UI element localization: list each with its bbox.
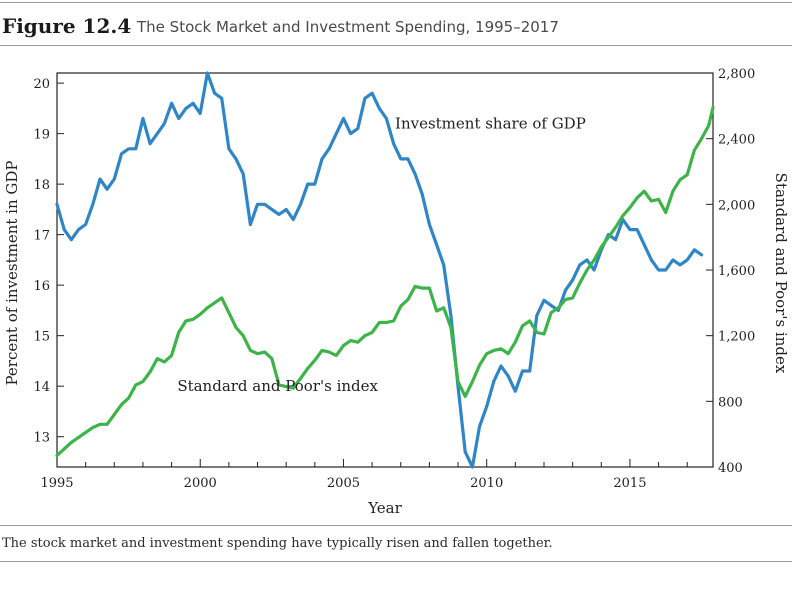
figure-number: Figure 12.4 xyxy=(2,14,132,38)
y-left-tick-label: 15 xyxy=(33,330,50,345)
series-layer: Investment share of GDP Standard and Poor… xyxy=(55,71,715,469)
x-tick-label: 2010 xyxy=(470,476,503,491)
y-axis-right-title: Standard and Poor's index xyxy=(772,173,790,374)
y-left-tick-label: 20 xyxy=(33,77,50,92)
y-axis-left-title: Percent of investment in GDP xyxy=(3,161,21,386)
plot-frame xyxy=(56,72,714,468)
y-right-tick-label: 1,600 xyxy=(718,264,755,279)
y-right-tick-label: 2,800 xyxy=(718,67,755,82)
y-left-tick-label: 13 xyxy=(33,431,50,446)
y-right-tick-label: 800 xyxy=(718,395,743,410)
figure-caption: The stock market and investment spending… xyxy=(2,536,553,551)
top-rule xyxy=(0,2,792,3)
x-tick-label: 2005 xyxy=(327,476,360,491)
y-left-tick-label: 18 xyxy=(33,178,50,193)
plot-border xyxy=(56,72,714,468)
chart: Investment share of GDP Standard and Poor… xyxy=(3,67,790,517)
series-label-investment-share: Investment share of GDP xyxy=(395,115,586,133)
x-tick-label: 2000 xyxy=(184,476,217,491)
ticks-layer: 1995 2000 2005 2010 2015 13 14 15 16 17 18 19 20 400 8… xyxy=(33,67,755,491)
series-line-sp-index xyxy=(55,105,715,458)
y-right-tick-label: 2,400 xyxy=(718,133,755,148)
header-rule xyxy=(0,45,792,46)
y-left-tick-label: 17 xyxy=(33,229,50,244)
caption-rule-top xyxy=(0,525,792,526)
x-tick-label: 1995 xyxy=(40,476,73,491)
y-right-tick-label: 1,200 xyxy=(718,330,755,345)
y-right-tick-label: 2,000 xyxy=(718,198,755,213)
y-left-tick-label: 19 xyxy=(33,128,50,143)
x-axis-title: Year xyxy=(367,499,402,517)
x-tick-label: 2015 xyxy=(613,476,646,491)
series-label-sp-index: Standard and Poor's index xyxy=(177,377,378,395)
figure-title: The Stock Market and Investment Spending… xyxy=(137,18,559,36)
y-right-tick-label: 400 xyxy=(718,461,743,476)
series-line-investment-share xyxy=(55,71,704,469)
y-left-tick-label: 16 xyxy=(33,279,50,294)
caption-rule-bottom xyxy=(0,561,792,562)
y-left-tick-label: 14 xyxy=(33,380,50,395)
figure-header: Figure 12.4 The Stock Market and Investm… xyxy=(0,6,792,42)
